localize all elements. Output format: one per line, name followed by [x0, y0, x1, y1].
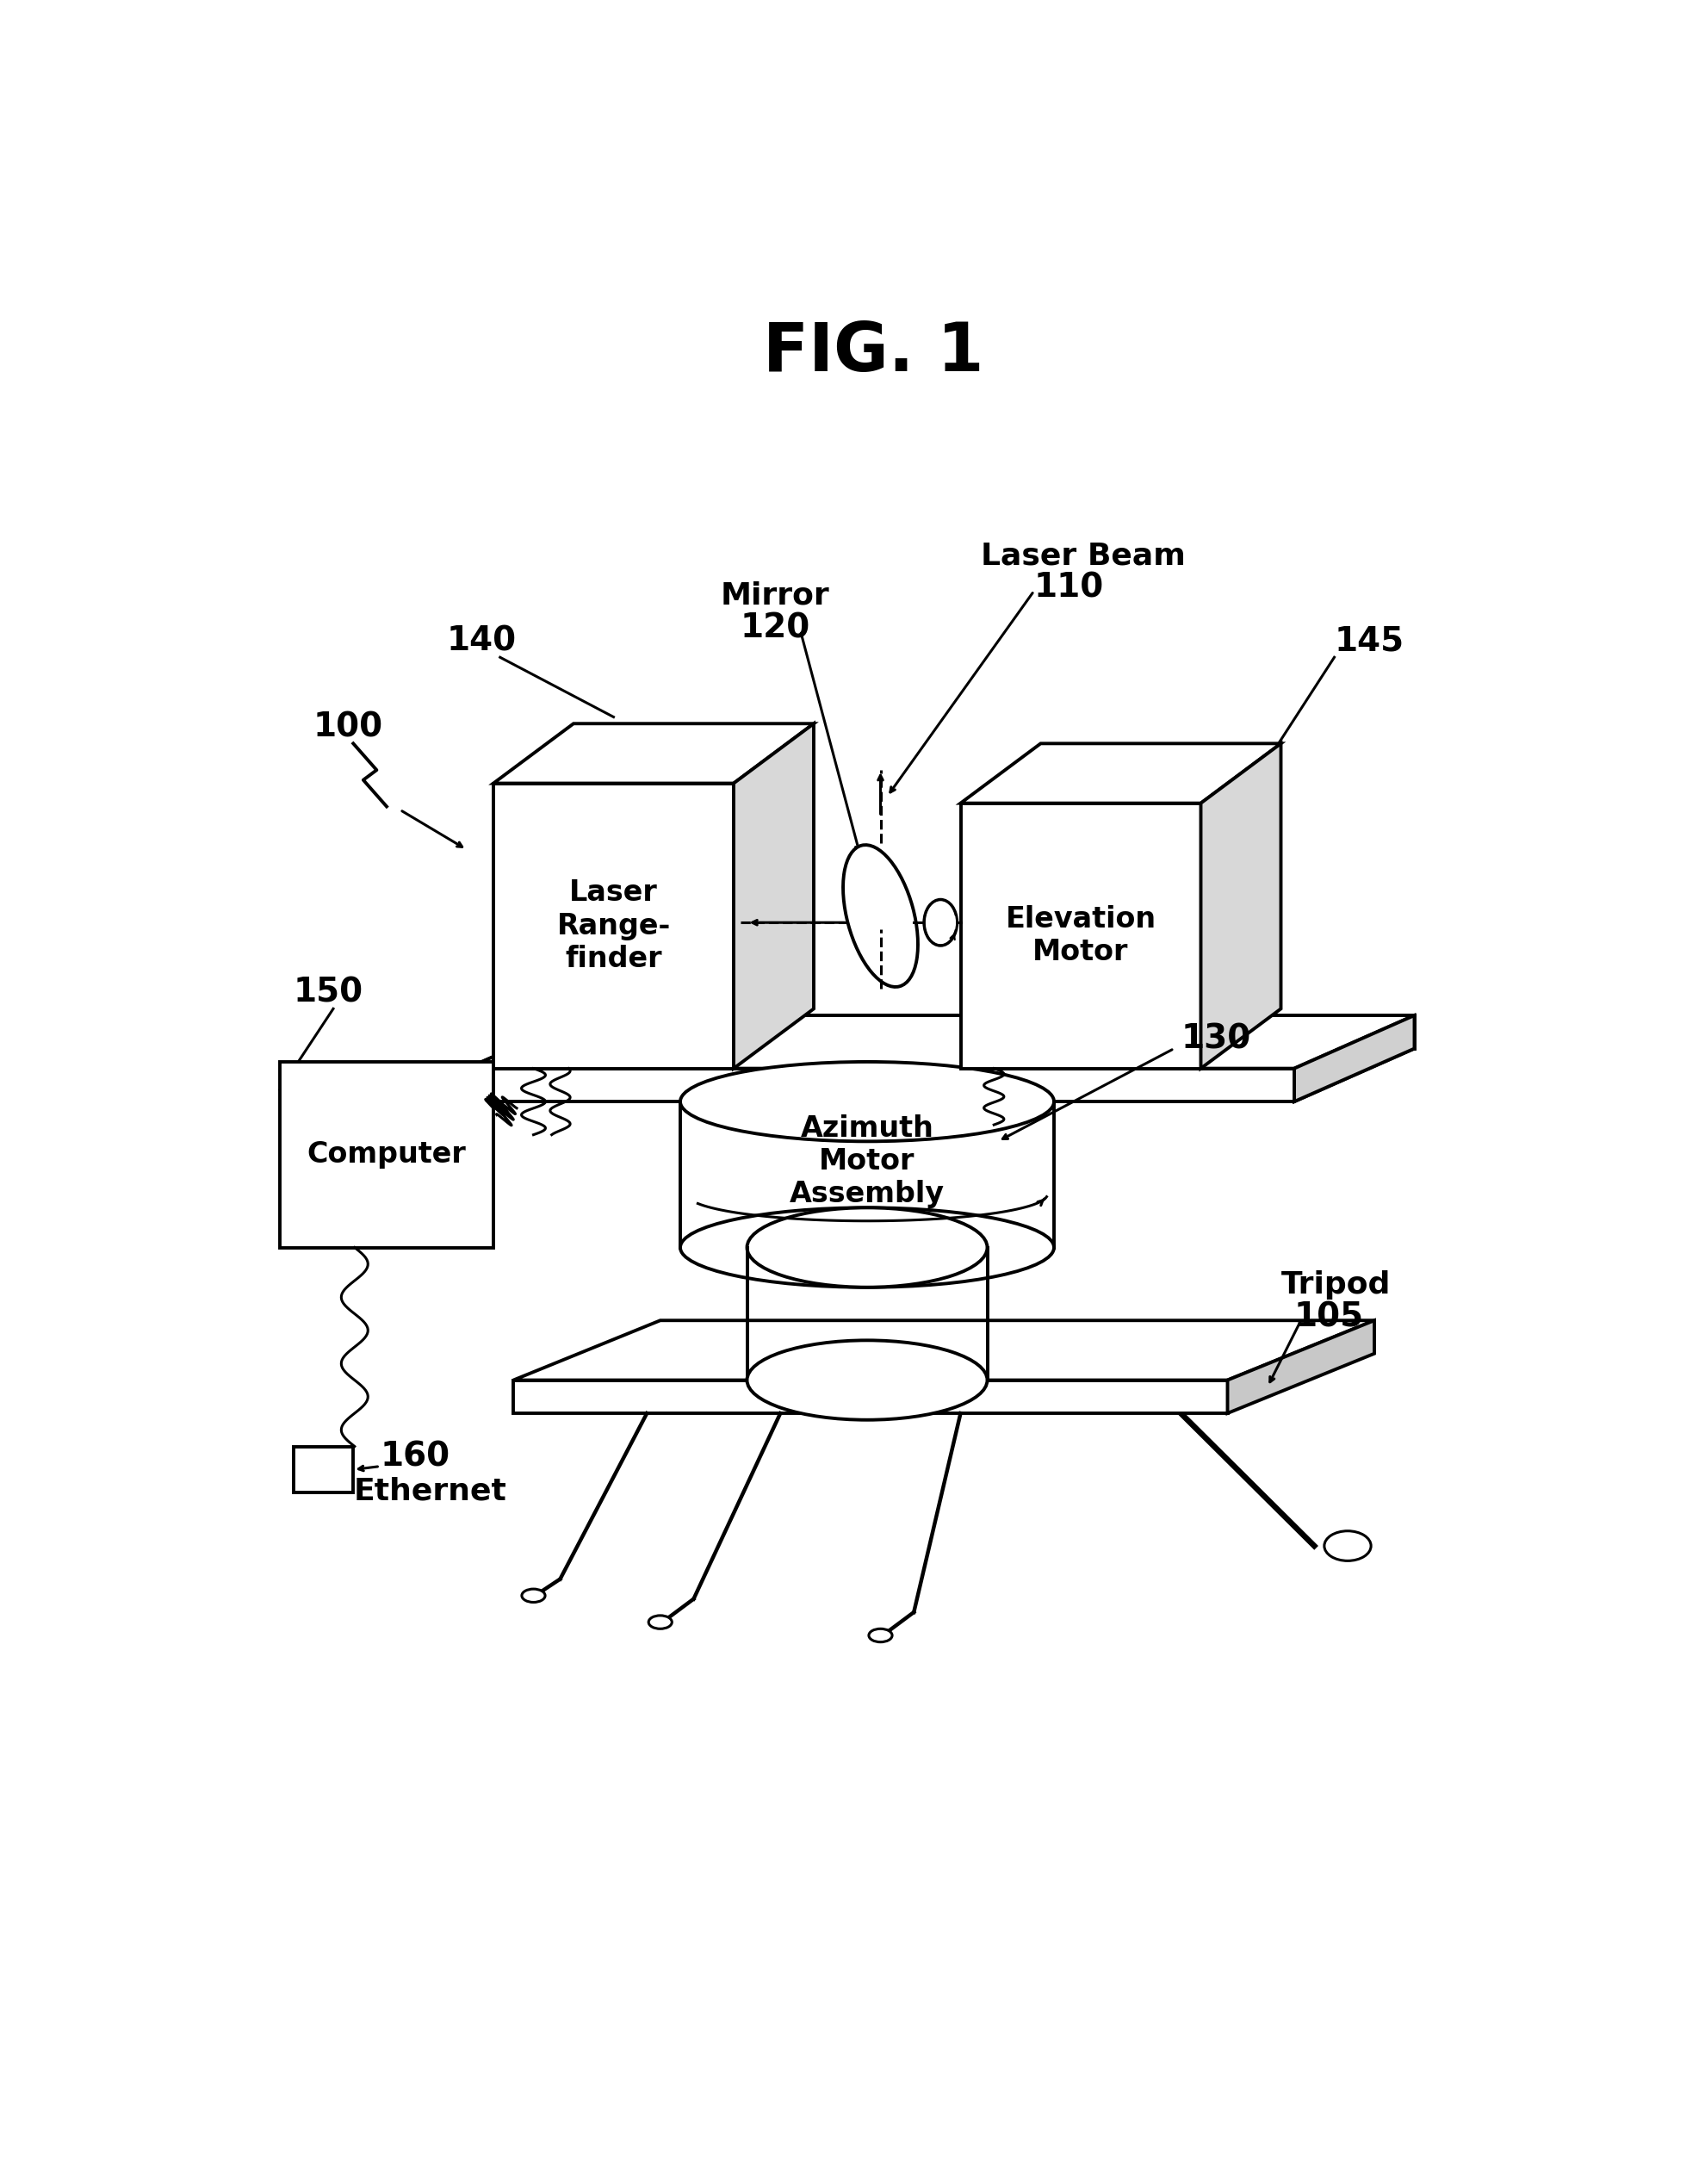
Text: Tripod: Tripod: [1280, 1271, 1391, 1299]
Polygon shape: [513, 1321, 1374, 1380]
Text: Laser
Range-
finder: Laser Range- finder: [556, 878, 670, 974]
Text: Azimuth
Motor
Assembly: Azimuth Motor Assembly: [789, 1114, 945, 1208]
Text: 140: 140: [447, 625, 517, 657]
Ellipse shape: [870, 1629, 892, 1642]
Polygon shape: [467, 1068, 1294, 1101]
Text: Elevation
Motor: Elevation Motor: [1006, 904, 1156, 968]
Ellipse shape: [680, 1061, 1054, 1142]
Ellipse shape: [842, 845, 917, 987]
Text: 145: 145: [1335, 625, 1405, 657]
Text: 130: 130: [1182, 1022, 1251, 1055]
Text: FIG. 1: FIG. 1: [764, 319, 984, 384]
Text: 100: 100: [314, 712, 384, 745]
Ellipse shape: [924, 900, 957, 946]
Ellipse shape: [747, 1341, 987, 1420]
Text: Ethernet: Ethernet: [353, 1476, 506, 1505]
Polygon shape: [280, 1061, 493, 1247]
Polygon shape: [1228, 1321, 1374, 1413]
Polygon shape: [960, 804, 1200, 1068]
Polygon shape: [513, 1380, 1228, 1413]
Text: 105: 105: [1294, 1302, 1364, 1334]
Polygon shape: [1200, 743, 1280, 1068]
Ellipse shape: [648, 1616, 672, 1629]
Ellipse shape: [522, 1590, 546, 1603]
Ellipse shape: [1325, 1531, 1371, 1562]
Polygon shape: [493, 723, 813, 784]
Ellipse shape: [747, 1208, 987, 1286]
Polygon shape: [733, 723, 813, 1068]
Ellipse shape: [680, 1208, 1054, 1286]
Polygon shape: [467, 1016, 1415, 1068]
Text: Computer: Computer: [307, 1140, 465, 1168]
Polygon shape: [493, 784, 733, 1068]
Polygon shape: [960, 743, 1280, 804]
Polygon shape: [293, 1446, 353, 1494]
Text: 150: 150: [293, 976, 363, 1009]
Text: Laser Beam: Laser Beam: [980, 542, 1185, 570]
Text: 160: 160: [380, 1441, 450, 1474]
Text: 110: 110: [1033, 572, 1103, 605]
Polygon shape: [1294, 1016, 1415, 1101]
Text: Mirror: Mirror: [720, 581, 829, 609]
Text: 120: 120: [740, 612, 810, 644]
